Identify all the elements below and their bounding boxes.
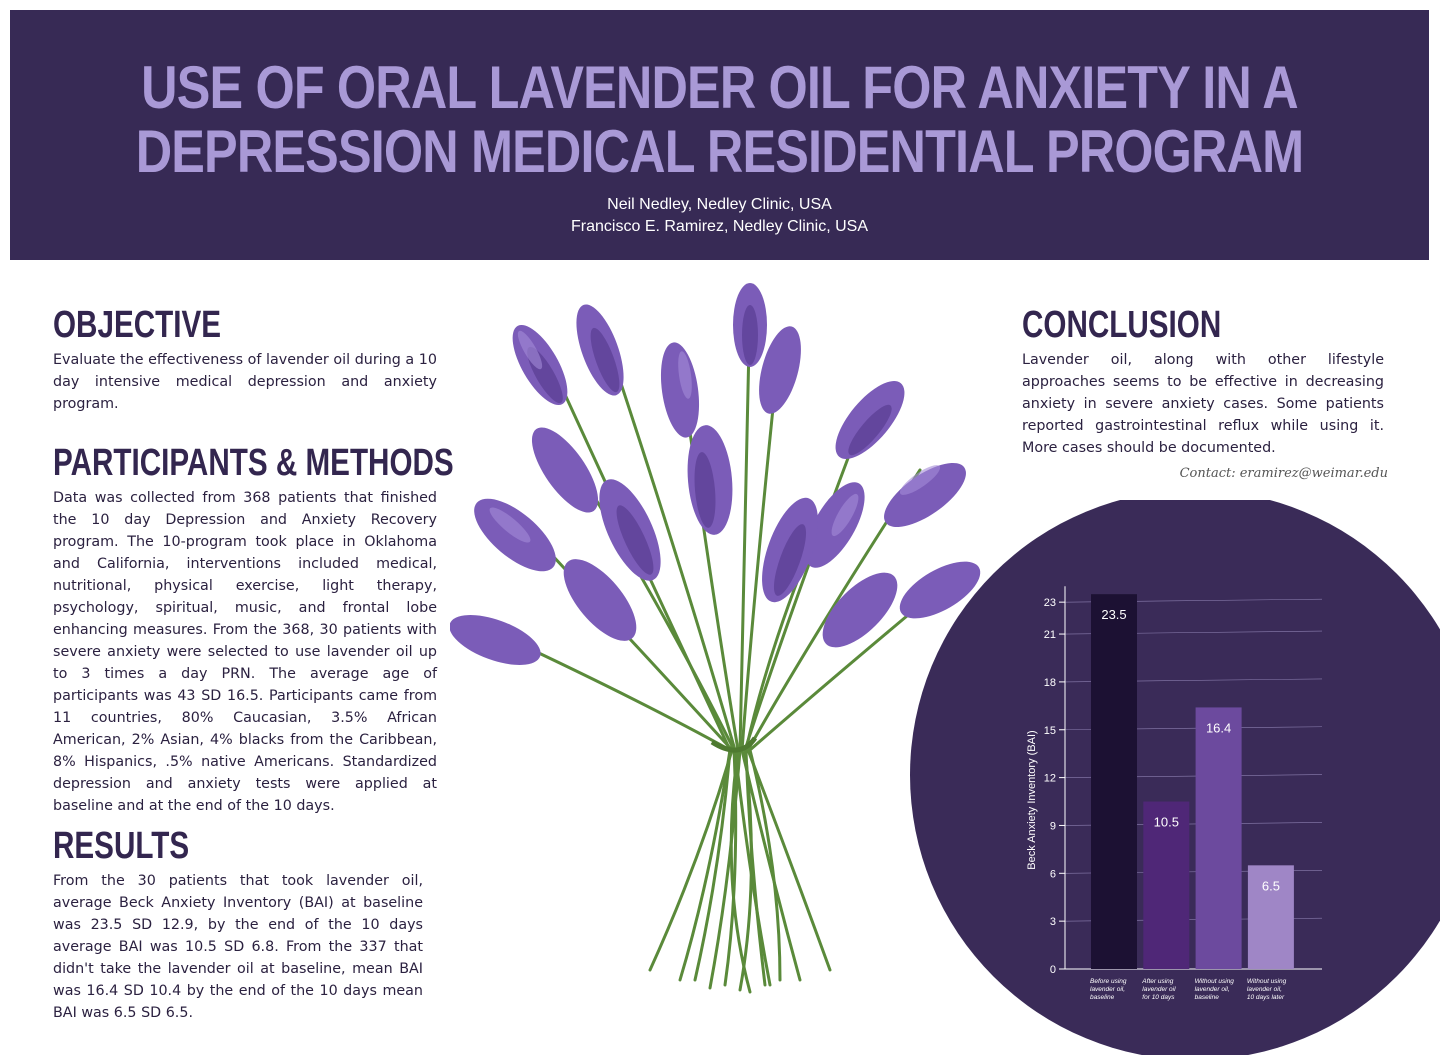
bar-value-label: 6.5 [1262,878,1280,893]
x-category-label: Without using lavender oil, 10 days later [1247,978,1287,1001]
lavender-bouquet-image [450,283,981,994]
title-line-2: DEPRESSION MEDICAL RESIDENTIAL PROGRAM [135,118,1304,185]
chart-y-axis-label: Beck Anxiety Inventory (BAI) [1026,730,1038,869]
contact-email: Contact: eramirez@weimar.edu [1179,466,1388,481]
bar-value-label: 16.4 [1206,720,1231,735]
bar-value-label: 10.5 [1154,815,1179,830]
x-category-label: Before using lavender oil, baseline [1090,978,1127,1001]
y-tick-label: 3 [1050,916,1056,928]
bar-value-label: 23.5 [1101,607,1126,622]
methods-text: Data was collected from 368 patients tha… [53,490,437,814]
title-banner: USE OF ORAL LAVENDER OIL FOR ANXIETY IN … [10,10,1429,260]
chart-bar [1247,865,1294,969]
author-1: Neil Nedley, Nedley Clinic, USA [607,196,832,213]
y-tick-label: 15 [1044,725,1056,737]
y-tick-label: 9 [1050,820,1056,832]
conclusion-section: CONCLUSION Lavender oil, along with othe… [1022,305,1384,459]
poster-title: USE OF ORAL LAVENDER OIL FOR ANXIETY IN … [124,56,1316,184]
x-category-label: After using lavender oil for 10 days [1141,978,1176,1001]
y-tick-label: 12 [1044,773,1056,785]
results-heading: RESULTS [53,825,190,867]
y-tick-label: 18 [1044,677,1056,689]
chart-bar [1091,594,1137,969]
bai-chart: 23.5 10.5 16.4 6.5 0 3 6 9 12 15 18 21 23 Before us… [900,500,1440,1055]
results-section: RESULTS From the 30 patients that took l… [53,826,423,1024]
chart-bar [1195,707,1242,969]
objective-text: Evaluate the effectiveness of lavender o… [53,352,437,412]
conclusion-heading: CONCLUSION [1022,304,1222,346]
chart-background-circle [910,500,1440,1055]
methods-heading: PARTICIPANTS & METHODS [53,442,454,484]
methods-section: PARTICIPANTS & METHODS Data was collecte… [53,442,454,817]
y-tick-label: 21 [1044,629,1056,641]
y-tick-label: 23 [1044,597,1056,609]
y-tick-label: 6 [1050,868,1056,880]
title-line-1: USE OF ORAL LAVENDER OIL FOR ANXIETY IN … [141,54,1298,121]
chart-bar [1143,801,1190,969]
results-text: From the 30 patients that took lavender … [53,873,423,1021]
conclusion-text: Lavender oil, along with other lifestyle… [1022,352,1384,456]
author-2: Francisco E. Ramirez, Nedley Clinic, USA [571,218,868,235]
y-tick-label: 0 [1050,964,1056,976]
author-list: Neil Nedley, Nedley Clinic, USA Francisc… [10,194,1429,238]
x-category-label: Without using lavender oil, baseline [1195,978,1235,1001]
objective-heading: OBJECTIVE [53,304,222,346]
objective-section: OBJECTIVE Evaluate the effectiveness of … [53,305,437,415]
bai-chart-svg: 23.5 10.5 16.4 6.5 0 3 6 9 12 15 18 21 23 Before us… [910,500,1440,1055]
